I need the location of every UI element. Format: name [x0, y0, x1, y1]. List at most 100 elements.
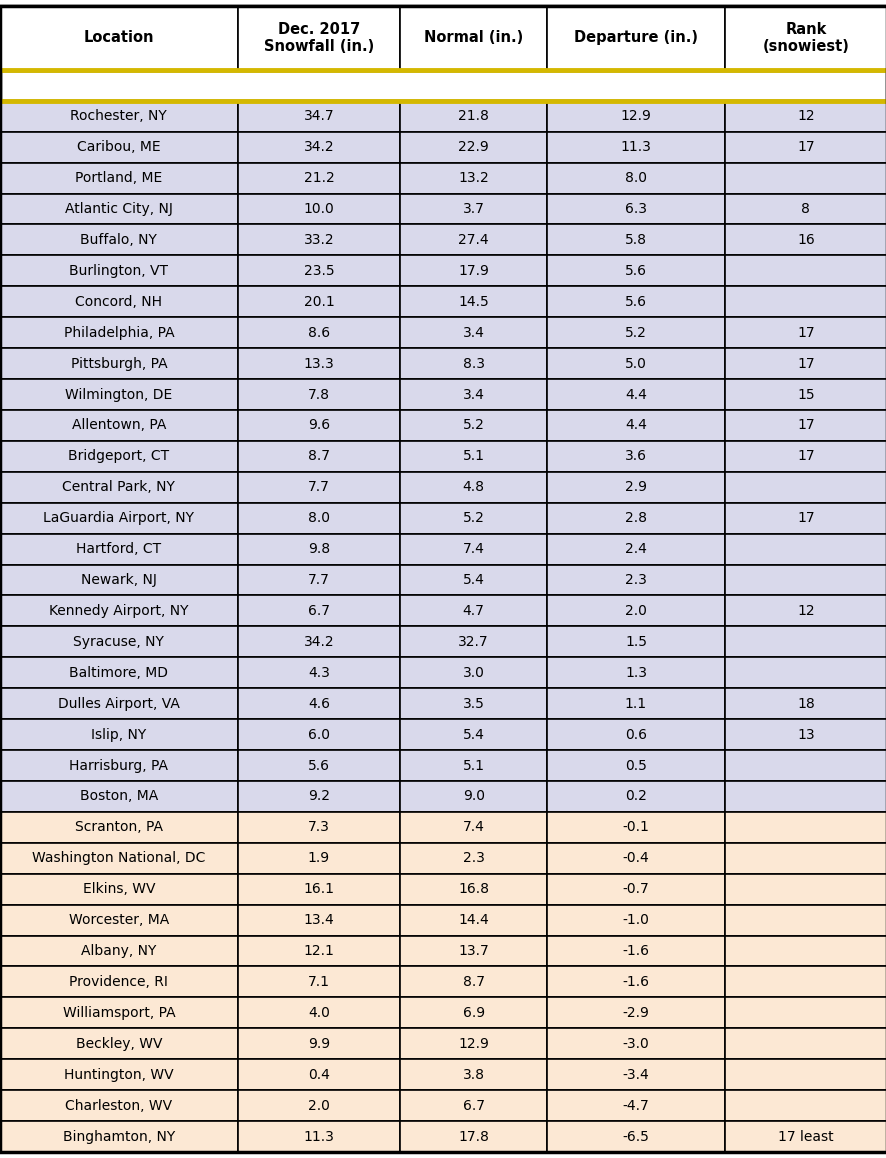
- Bar: [400, 162, 547, 193]
- Bar: [0, 595, 886, 626]
- Text: 17.8: 17.8: [458, 1129, 488, 1144]
- Bar: [547, 1121, 724, 1152]
- Text: 7.7: 7.7: [307, 573, 330, 587]
- Text: 6.7: 6.7: [462, 1099, 484, 1113]
- Bar: [0, 349, 886, 379]
- Bar: [547, 534, 724, 565]
- Bar: [237, 256, 400, 286]
- Bar: [0, 688, 237, 719]
- Bar: [0, 780, 886, 812]
- Text: 8.0: 8.0: [625, 171, 646, 185]
- Bar: [724, 688, 886, 719]
- Bar: [400, 565, 547, 595]
- Text: 2.0: 2.0: [307, 1099, 330, 1113]
- Text: Burlington, VT: Burlington, VT: [69, 264, 168, 278]
- Bar: [724, 936, 886, 967]
- Bar: [724, 132, 886, 162]
- Bar: [0, 874, 237, 904]
- Bar: [547, 162, 724, 193]
- Bar: [0, 132, 886, 162]
- Bar: [547, 936, 724, 967]
- Bar: [724, 1090, 886, 1121]
- Bar: [0, 441, 237, 471]
- Bar: [0, 750, 886, 780]
- Text: 3.8: 3.8: [462, 1068, 484, 1082]
- Bar: [724, 256, 886, 286]
- Text: 17: 17: [797, 511, 813, 526]
- Text: 8.0: 8.0: [307, 511, 330, 526]
- Text: 12: 12: [797, 109, 813, 123]
- Bar: [400, 904, 547, 936]
- Text: Charleston, WV: Charleston, WV: [66, 1099, 172, 1113]
- Bar: [0, 410, 237, 441]
- Text: Buffalo, NY: Buffalo, NY: [81, 233, 157, 247]
- Bar: [0, 812, 237, 843]
- Bar: [0, 225, 886, 256]
- Text: 2.4: 2.4: [625, 542, 646, 556]
- Text: -0.4: -0.4: [622, 851, 649, 865]
- Bar: [547, 843, 724, 874]
- Text: 10.0: 10.0: [303, 201, 334, 217]
- Bar: [400, 1121, 547, 1152]
- Bar: [400, 132, 547, 162]
- Bar: [0, 379, 237, 410]
- Text: Concord, NH: Concord, NH: [75, 295, 162, 309]
- Text: Pittsburgh, PA: Pittsburgh, PA: [71, 357, 167, 371]
- Text: Wilmington, DE: Wilmington, DE: [66, 388, 172, 402]
- Text: 6.3: 6.3: [625, 201, 646, 217]
- Text: 4.4: 4.4: [625, 388, 646, 402]
- Bar: [547, 256, 724, 286]
- Bar: [0, 69, 886, 101]
- Text: 2.9: 2.9: [625, 481, 646, 494]
- Bar: [0, 132, 237, 162]
- Text: 33.2: 33.2: [303, 233, 334, 247]
- Bar: [724, 967, 886, 997]
- Bar: [724, 317, 886, 349]
- Text: 27.4: 27.4: [458, 233, 488, 247]
- Bar: [400, 812, 547, 843]
- Bar: [547, 997, 724, 1028]
- Bar: [547, 688, 724, 719]
- Text: Baltimore, MD: Baltimore, MD: [69, 666, 168, 680]
- Text: 1.1: 1.1: [625, 697, 646, 711]
- Bar: [724, 1121, 886, 1152]
- Bar: [0, 719, 886, 750]
- Text: 22.9: 22.9: [458, 140, 488, 154]
- Text: 12.9: 12.9: [620, 109, 650, 123]
- Text: 17: 17: [797, 140, 813, 154]
- Bar: [237, 101, 400, 132]
- Text: 1.3: 1.3: [625, 666, 646, 680]
- Bar: [724, 626, 886, 658]
- Bar: [0, 6, 886, 69]
- Bar: [0, 534, 886, 565]
- Text: 34.2: 34.2: [303, 635, 334, 648]
- Text: Philadelphia, PA: Philadelphia, PA: [64, 325, 174, 339]
- Bar: [0, 874, 886, 904]
- Bar: [724, 843, 886, 874]
- Text: -1.0: -1.0: [622, 914, 649, 928]
- Text: -1.6: -1.6: [622, 975, 649, 989]
- Text: Kennedy Airport, NY: Kennedy Airport, NY: [49, 604, 189, 618]
- Text: Huntington, WV: Huntington, WV: [64, 1068, 174, 1082]
- Text: 5.1: 5.1: [462, 449, 484, 463]
- Bar: [0, 349, 237, 379]
- Bar: [237, 441, 400, 471]
- Bar: [547, 967, 724, 997]
- Text: Elkins, WV: Elkins, WV: [82, 882, 155, 896]
- Bar: [0, 904, 237, 936]
- Text: 8: 8: [800, 201, 810, 217]
- Bar: [237, 688, 400, 719]
- Bar: [0, 904, 886, 936]
- Bar: [0, 256, 237, 286]
- Bar: [547, 658, 724, 688]
- Bar: [0, 379, 886, 410]
- Text: 6.7: 6.7: [307, 604, 330, 618]
- Bar: [0, 256, 886, 286]
- Text: Dec. 2017
Snowfall (in.): Dec. 2017 Snowfall (in.): [263, 22, 374, 54]
- Bar: [0, 1060, 237, 1090]
- Text: 6.0: 6.0: [307, 727, 330, 741]
- Bar: [547, 565, 724, 595]
- Bar: [0, 565, 886, 595]
- Text: 5.6: 5.6: [625, 264, 646, 278]
- Bar: [547, 1060, 724, 1090]
